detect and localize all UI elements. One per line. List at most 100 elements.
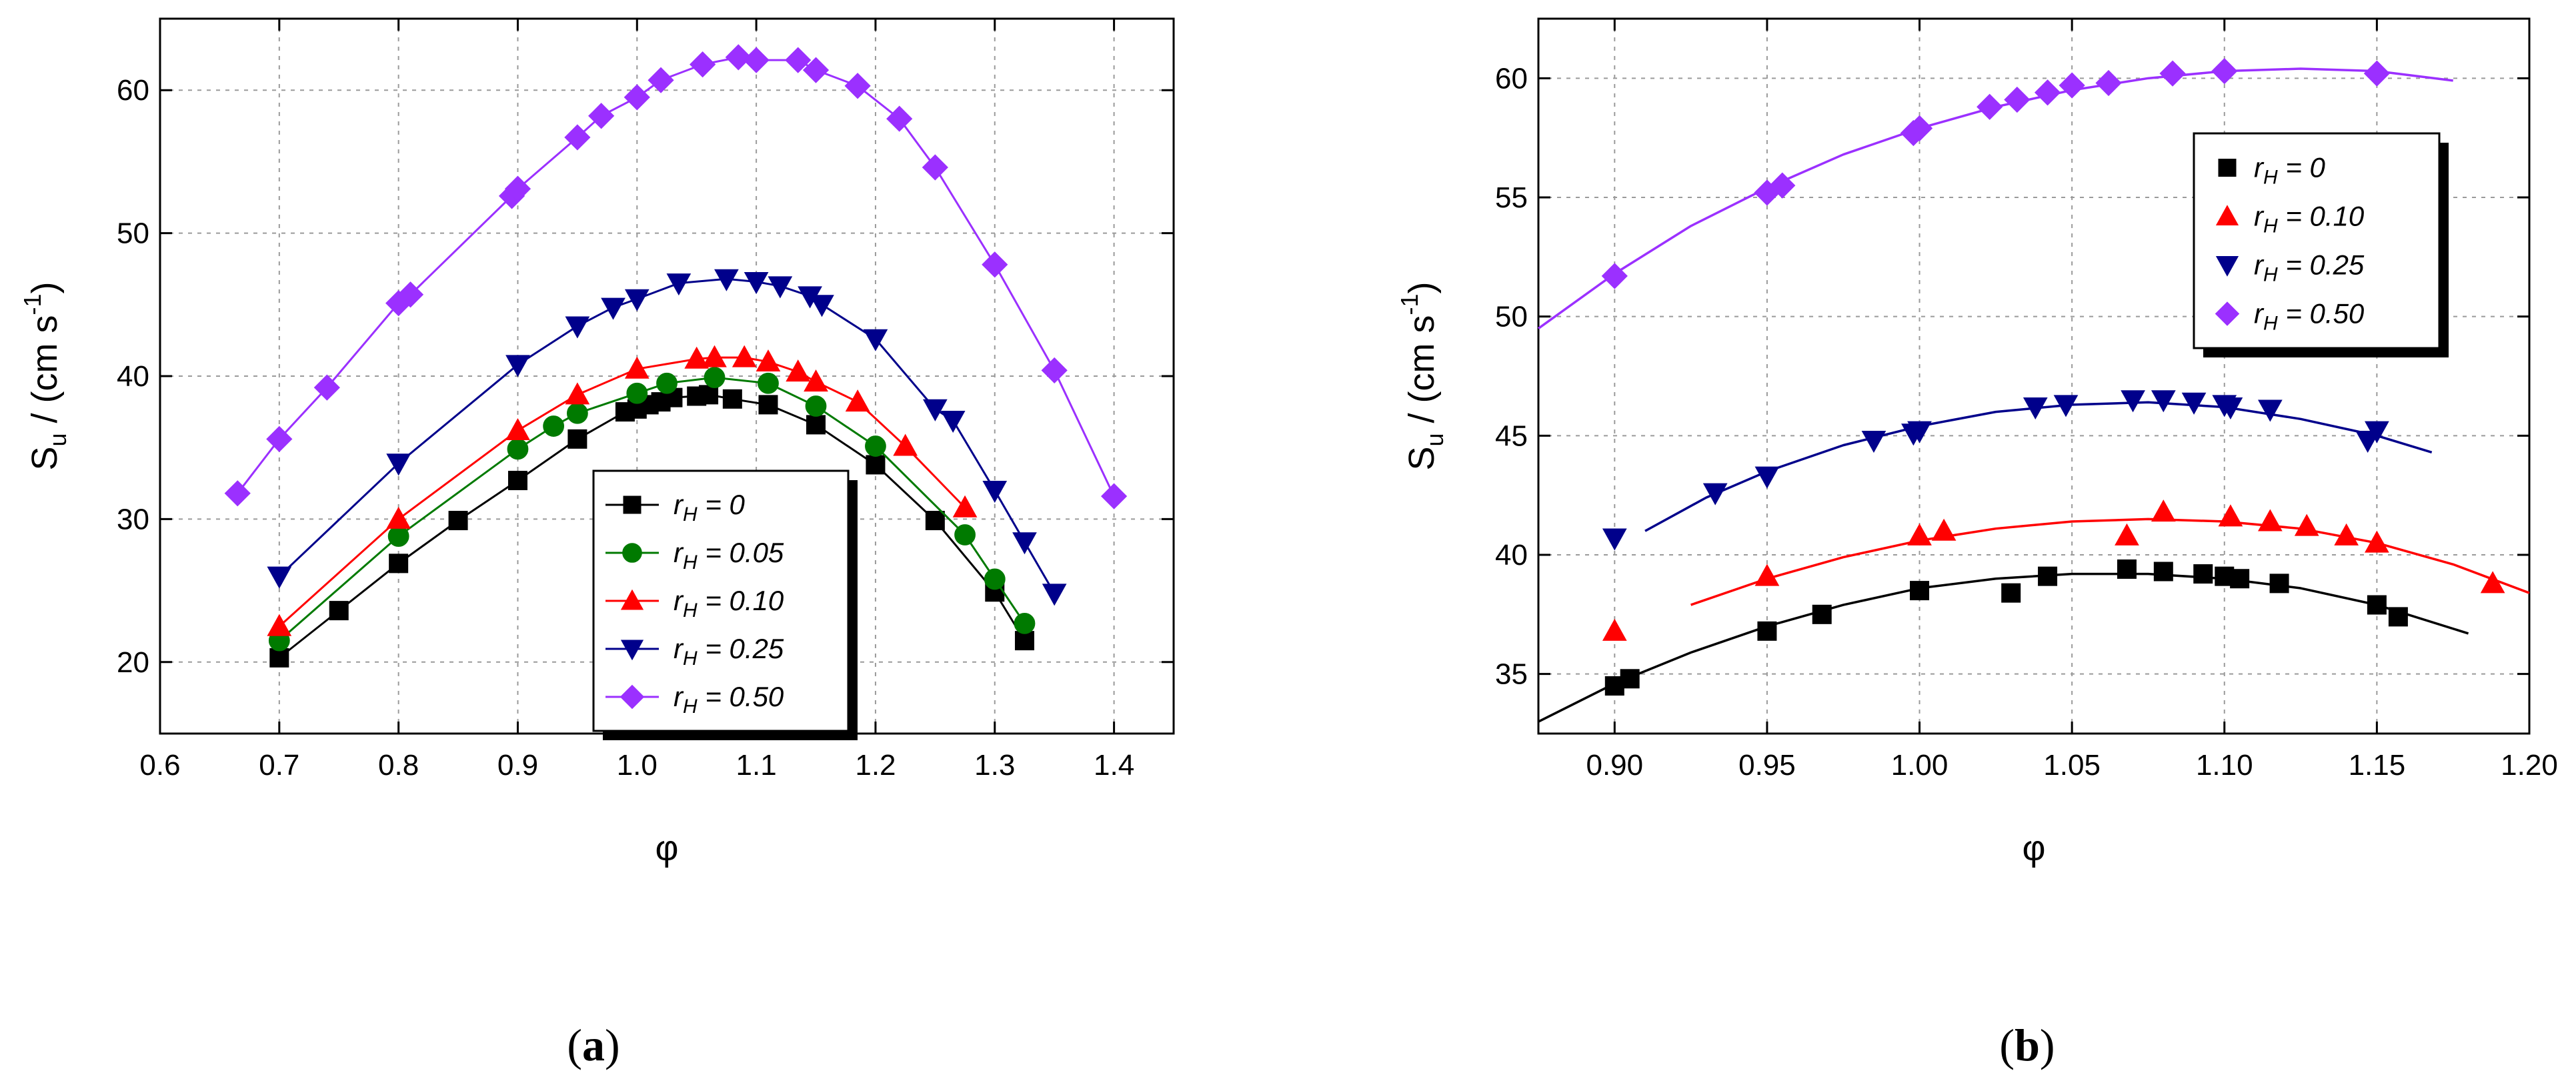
data-point-circle xyxy=(865,435,886,457)
data-point-circle xyxy=(543,415,565,437)
legend-label: rH = 0.25 xyxy=(2254,249,2365,286)
data-point-diamond xyxy=(1100,483,1128,509)
data-point-triangle-down xyxy=(863,329,888,351)
legend-rest: = 0 xyxy=(2278,152,2326,183)
data-point-diamond xyxy=(564,124,591,151)
x-tick-label: 1.10 xyxy=(2196,749,2253,782)
data-point-square xyxy=(329,601,349,621)
data-point-triangle-up xyxy=(2480,571,2505,594)
data-point-square xyxy=(699,385,719,405)
y-label-units: / (cm s xyxy=(25,315,65,433)
data-point-circle xyxy=(704,367,726,389)
data-point-square xyxy=(925,511,945,531)
caption-close: ) xyxy=(605,1020,620,1070)
data-point-triangle-down xyxy=(768,276,793,299)
legend-item: rH = 0.05 xyxy=(605,537,784,574)
legend-item: rH = 0 xyxy=(2218,152,2326,189)
data-point-circle xyxy=(758,372,779,394)
series-3 xyxy=(267,269,1067,606)
data-point-triangle-up xyxy=(505,417,530,440)
data-point-diamond xyxy=(397,281,424,308)
legend-label: rH = 0.25 xyxy=(674,633,784,670)
data-point-square xyxy=(806,415,826,435)
data-point-diamond xyxy=(588,103,615,129)
data-point-diamond xyxy=(743,47,770,73)
data-point-diamond xyxy=(648,67,674,93)
data-point-triangle-up xyxy=(624,356,650,379)
legend-sub: H xyxy=(683,503,698,525)
data-point-diamond xyxy=(1906,115,1933,141)
data-point-triangle-down xyxy=(505,355,530,377)
data-point-triangle-up xyxy=(2294,513,2319,536)
series-1 xyxy=(268,367,1036,652)
data-point-circle xyxy=(622,543,642,563)
captions: (a) (b) xyxy=(567,1020,2055,1070)
data-point-triangle-up xyxy=(1602,618,1627,641)
data-point-diamond xyxy=(2095,69,2122,97)
data-point-triangle-up xyxy=(2215,205,2239,225)
y-axis-label: Su / (cm s-1) xyxy=(1396,281,1448,470)
x-tick-label: 0.95 xyxy=(1738,749,1796,782)
data-point-triangle-up xyxy=(684,346,710,369)
data-point-triangle-down xyxy=(810,295,834,317)
data-point-diamond xyxy=(844,73,871,99)
caption-close: ) xyxy=(2040,1020,2055,1070)
data-point-triangle-down xyxy=(2258,399,2283,422)
legend-label: rH = 0 xyxy=(674,489,746,525)
data-point-square xyxy=(623,495,641,514)
legend-rest: = 0.50 xyxy=(698,681,784,712)
series-2 xyxy=(267,345,978,636)
legend-var: r xyxy=(674,681,684,712)
data-point-circle xyxy=(984,568,1006,590)
panel-b: 0.90 0.95 1.00 1.05 1.10 1.15 1.20 35 40 45 50 55 60… xyxy=(1396,17,2558,868)
plot-frame xyxy=(1537,17,2531,735)
legend-sub: H xyxy=(2263,167,2278,189)
legend-item: rH = 0.10 xyxy=(605,585,784,622)
x-tick-label: 1.05 xyxy=(2043,749,2101,782)
legend-rest: = 0.05 xyxy=(698,537,784,568)
series-line xyxy=(278,277,1056,594)
y-label-units: / (cm s xyxy=(1402,315,1442,433)
y-tick-label: 50 xyxy=(117,217,149,250)
y-label-subscript: u xyxy=(44,433,71,446)
legend-label: rH = 0 xyxy=(2254,152,2326,189)
data-point-triangle-up xyxy=(2115,523,2139,546)
legend-var: r xyxy=(674,537,684,568)
data-point-circle xyxy=(1014,613,1036,634)
data-point-square xyxy=(1014,631,1034,651)
data-point-circle xyxy=(626,382,648,404)
data-point-triangle-down xyxy=(2121,390,2145,413)
data-point-square xyxy=(2230,569,2250,589)
caption-label: a xyxy=(582,1020,605,1070)
data-point-diamond xyxy=(619,684,645,710)
data-point-triangle-down xyxy=(267,566,292,589)
data-point-square xyxy=(448,511,468,531)
data-point-diamond xyxy=(802,57,830,83)
caption-open: ( xyxy=(1999,1020,2015,1070)
data-point-circle xyxy=(954,524,976,546)
data-point-square xyxy=(2193,564,2213,584)
series-1 xyxy=(1602,499,2530,641)
y-label-close: ) xyxy=(1402,281,1442,293)
data-point-square xyxy=(2153,562,2173,582)
legend-var: r xyxy=(2254,249,2265,281)
data-point-circle xyxy=(656,372,678,394)
data-point-square xyxy=(866,455,886,475)
data-point-triangle-down xyxy=(2053,395,2079,417)
series-3 xyxy=(1537,58,2453,329)
data-point-triangle-up xyxy=(386,506,411,529)
legend-label: rH = 0.10 xyxy=(674,585,784,622)
data-point-diamond xyxy=(922,154,948,181)
data-point-triangle-down xyxy=(1042,584,1067,606)
legend-var: r xyxy=(674,633,684,664)
data-point-triangle-down xyxy=(601,297,625,320)
data-point-square xyxy=(389,554,409,574)
data-point-diamond xyxy=(2004,86,2031,113)
y-label-subscript: u xyxy=(1421,433,1448,446)
data-point-triangle-down xyxy=(1012,532,1037,555)
data-point-circle xyxy=(387,525,409,548)
data-point-diamond xyxy=(2215,301,2240,326)
legend-item: rH = 0.50 xyxy=(605,681,784,718)
data-point-square xyxy=(1620,669,1640,689)
